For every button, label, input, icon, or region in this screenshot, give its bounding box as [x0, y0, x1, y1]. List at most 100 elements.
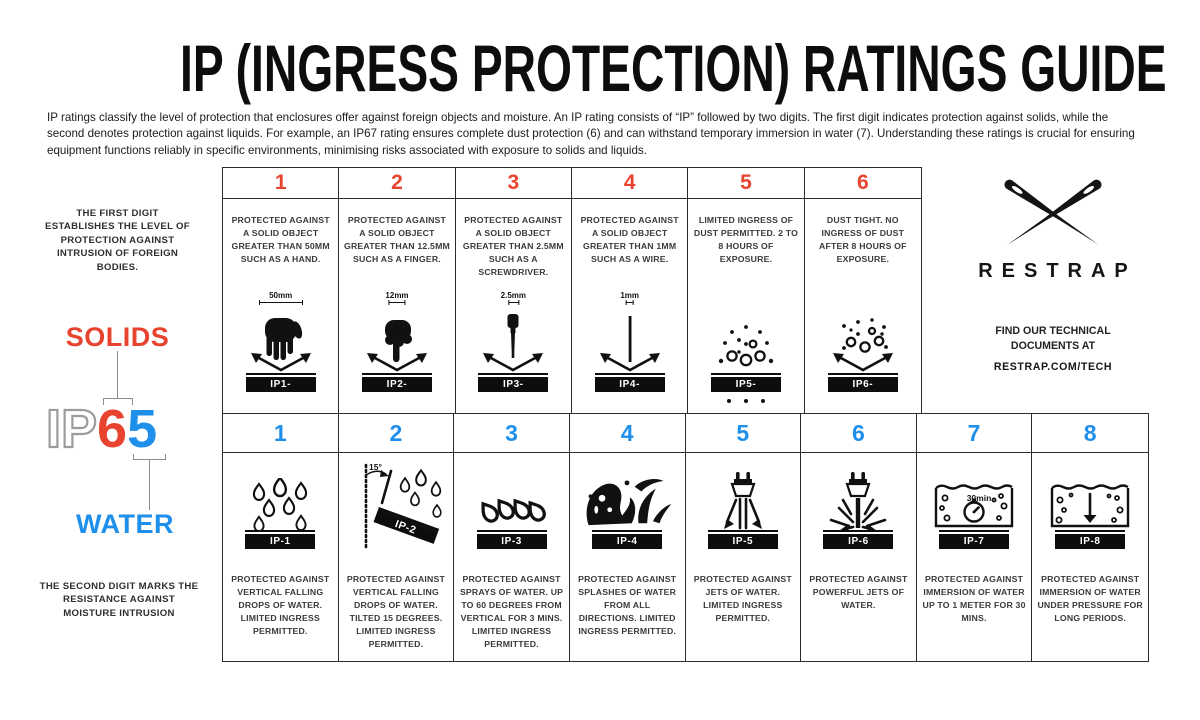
restrap-needles-logo	[1004, 179, 1102, 245]
solids-icon-6: IP6-	[809, 292, 917, 392]
solids-rating-6: 6	[804, 168, 921, 199]
tilted-drops-icon: 15° IP-2	[364, 462, 442, 551]
water-rating-2: 2	[338, 414, 455, 453]
solids-label: SOLIDS	[65, 322, 170, 352]
water-description-6: PROTECTED AGAINST POWERFUL JETS OF WATER…	[809, 574, 908, 611]
tilt-angle-label: 15°	[369, 462, 382, 472]
water-rating-7: 7	[916, 414, 1033, 453]
water-connector-bracket	[133, 454, 166, 460]
example-ip-prefix: IP	[45, 399, 98, 459]
solids-rating-5: 5	[688, 168, 805, 199]
tagline-line1: FIND OUR TECHNICAL	[995, 325, 1111, 337]
water-icon-2: 15° IP-2	[343, 459, 450, 563]
water-description-2: PROTECTED AGAINST VERTICAL FALLING DROPS…	[346, 574, 446, 650]
solids-icon-2: 12mm IP2-	[343, 291, 450, 392]
solids-description-4: PROTECTED AGAINST A SOLID OBJECT GREATER…	[580, 215, 679, 265]
measure-1mm: 1mm	[620, 291, 639, 307]
water-table: 1 2 3 4 5 6 7 8	[222, 413, 1149, 662]
solids-connector-line	[117, 351, 118, 398]
water-cell-5: IP-5 PROTECTED AGAINST JETS OF WATER. LI…	[686, 453, 802, 661]
finger-icon	[366, 320, 427, 372]
solids-description-3: PROTECTED AGAINST A SOLID OBJECT GREATER…	[462, 215, 564, 278]
water-label: WATER	[76, 509, 174, 539]
immersion-timer-icon: 30min	[934, 484, 1014, 528]
impact-surface: IP1-	[245, 373, 316, 392]
second-digit-note: THE SECOND DIGIT MARKS THE RESISTANCE AG…	[39, 581, 199, 619]
water-rating-8: 8	[1032, 414, 1148, 453]
solids-icon-4: 1mm IP4-	[576, 291, 683, 392]
water-icon-7: 30min IP-7	[921, 459, 1028, 563]
tagline-line2: DOCUMENTS AT	[1010, 340, 1096, 353]
impact-surface: IP2-	[361, 373, 432, 392]
solids-cell-4: PROTECTED AGAINST A SOLID OBJECT GREATER…	[572, 199, 689, 414]
solids-icon-3: 2.5mm IP3-	[460, 291, 567, 392]
immersion-duration-label: 30min	[967, 493, 992, 503]
first-digit-note: THE FIRST DIGIT ESTABLISHES THE LEVEL OF…	[45, 208, 190, 273]
solids-icon-1: 50mm IP1-	[227, 291, 334, 392]
impact-surface: IP5-	[710, 373, 781, 392]
powerful-jet-icon	[830, 472, 887, 532]
water-description-5: PROTECTED AGAINST JETS OF WATER. LIMITED…	[693, 574, 792, 624]
impact-surface: IP-3	[476, 530, 547, 549]
wire-icon	[599, 316, 660, 372]
water-icon-6: IP-6	[805, 459, 912, 563]
solids-cell-5: LIMITED INGRESS OF DUST PERMITTED. 2 TO …	[688, 199, 805, 414]
water-cell-3: IP-3 PROTECTED AGAINST SPRAYS OF WATER. …	[454, 453, 570, 661]
dust-icon	[718, 325, 774, 367]
measure-12mm: 12mm	[385, 291, 409, 307]
hand-icon	[250, 318, 311, 372]
water-rating-3: 3	[454, 414, 570, 453]
dust-ingress-dots	[726, 399, 765, 403]
water-icon-1: IP-1	[227, 459, 334, 563]
water-description-1: PROTECTED AGAINST VERTICAL FALLING DROPS…	[231, 574, 330, 637]
intro-paragraph: IP ratings classify the level of protect…	[47, 111, 1135, 157]
water-cell-1: IP-1 PROTECTED AGAINST VERTICAL FALLING …	[223, 453, 339, 661]
measure-50mm: 50mm	[258, 291, 303, 307]
water-cell-8: IP-8 PROTECTED AGAINST IMMERSION OF WATE…	[1032, 453, 1148, 661]
dust-tight-icon	[832, 318, 893, 372]
water-rating-6: 6	[801, 414, 917, 453]
solids-connector-bracket	[103, 398, 133, 405]
water-cell-6: IP-6 PROTECTED AGAINST POWERFUL JETS OF …	[801, 453, 917, 661]
impact-surface: IP-4	[592, 530, 663, 549]
impact-surface: IP-7	[939, 530, 1010, 549]
solids-description-1: PROTECTED AGAINST A SOLID OBJECT GREATER…	[231, 215, 330, 265]
brand-url: RESTRAP.COM/TECH	[993, 361, 1113, 373]
water-rating-4: 4	[569, 414, 686, 453]
impact-surface: IP-6	[823, 530, 894, 549]
water-description-7: PROTECTED AGAINST IMMERSION OF WATER UP …	[922, 574, 1026, 624]
solids-rating-2: 2	[339, 168, 456, 199]
solids-rating-4: 4	[572, 168, 689, 199]
solids-cell-3: PROTECTED AGAINST A SOLID OBJECT GREATER…	[456, 199, 572, 414]
solids-rating-1: 1	[223, 168, 340, 199]
water-cell-4: IP-4 PROTECTED AGAINST SPLASHES OF WATER…	[570, 453, 686, 661]
impact-surface: IP4-	[594, 373, 665, 392]
brand-tagline: FIND OUR TECHNICAL DOCUMENTS AT	[956, 324, 1150, 355]
example-water-digit: 5	[127, 399, 158, 459]
solids-cell-2: PROTECTED AGAINST A SOLID OBJECT GREATER…	[339, 199, 456, 414]
impact-surface: IP-5	[707, 530, 778, 549]
solids-rating-3: 3	[455, 168, 572, 199]
measure-2-5mm: 2.5mm	[501, 291, 526, 307]
water-connector-line	[149, 460, 150, 510]
solids-cell-6: DUST TIGHT. NO INGRESS OF DUST AFTER 8 H…	[805, 199, 921, 414]
solids-description-2: PROTECTED AGAINST A SOLID OBJECT GREATER…	[344, 215, 450, 265]
brand-name: RESTRAP	[978, 260, 1137, 282]
solids-description-5: LIMITED INGRESS OF DUST PERMITTED. 2 TO …	[693, 215, 799, 265]
water-icon-8: IP-8	[1036, 459, 1144, 563]
solids-table: 1 2 3 4 5 6 PROTECTED AGAINST A SOLID OB…	[222, 167, 922, 414]
water-icon-3: IP-3	[458, 459, 565, 563]
water-cell-7: 30min IP-7 PROTECTED AGAINST IMMERSION O…	[917, 453, 1033, 661]
page-title: IP (INGRESS PROTECTION) RATINGS GUIDE	[180, 31, 1167, 105]
water-rating-5: 5	[685, 414, 802, 453]
water-description-3: PROTECTED AGAINST SPRAYS OF WATER. UP TO…	[459, 574, 564, 650]
water-rating-1: 1	[223, 414, 339, 453]
water-icon-5: IP-5	[690, 459, 797, 563]
example-solids-digit: 6	[97, 399, 128, 459]
impact-surface: IP-8	[1055, 530, 1126, 549]
falling-drops-icon	[253, 478, 308, 533]
water-description-4: PROTECTED AGAINST SPLASHES OF WATER FROM…	[578, 574, 677, 637]
impact-surface: IP6-	[827, 373, 898, 392]
water-jet-icon	[723, 472, 762, 530]
